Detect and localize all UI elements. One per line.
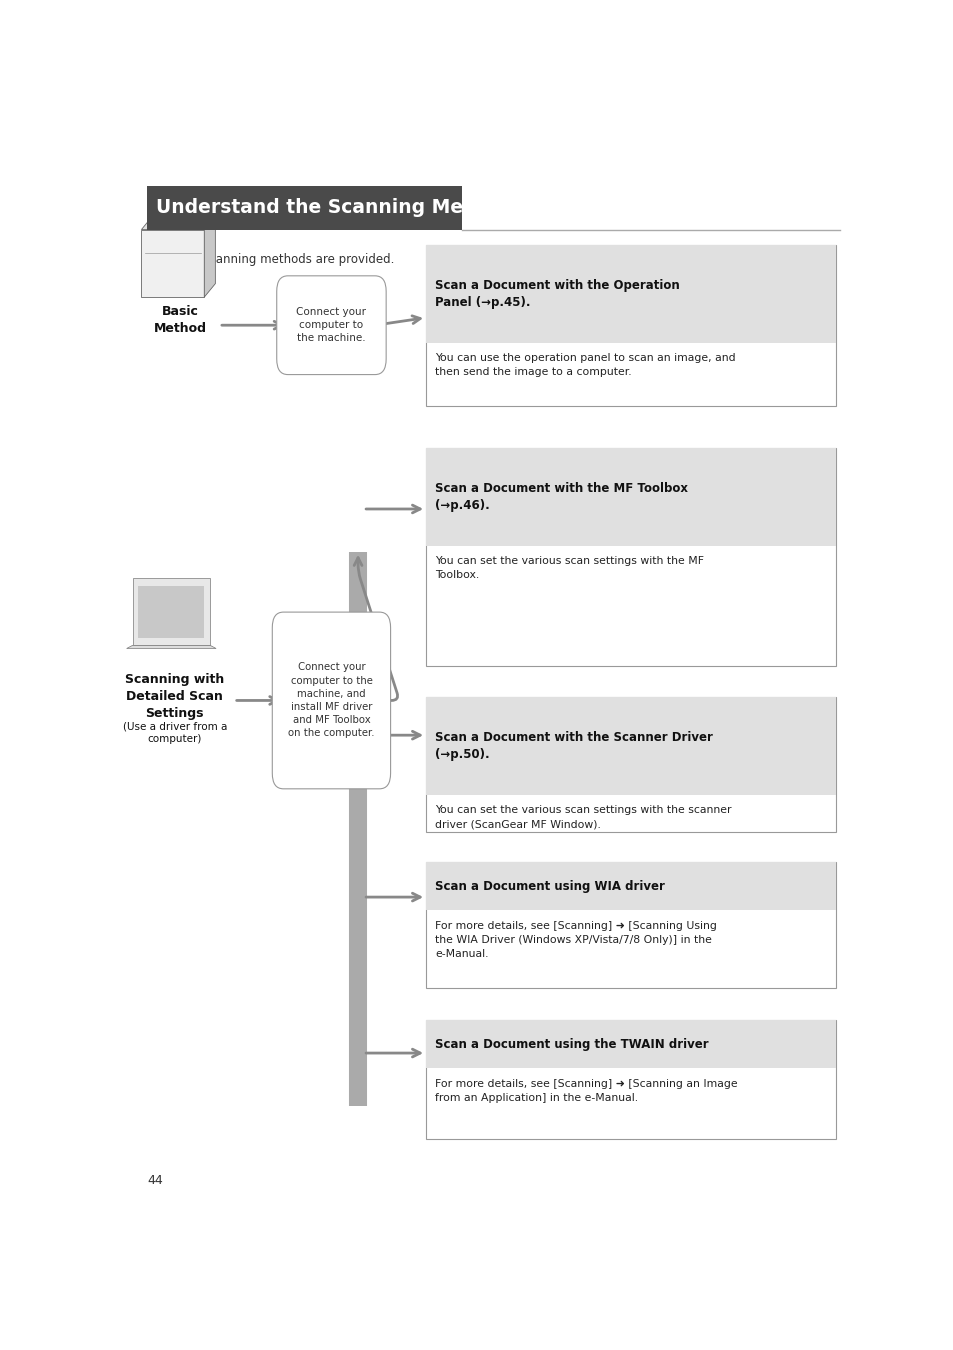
FancyBboxPatch shape <box>426 1019 836 1068</box>
Text: Various scanning methods are provided.: Various scanning methods are provided. <box>156 254 395 266</box>
Text: 44: 44 <box>147 1174 163 1187</box>
FancyBboxPatch shape <box>426 861 836 910</box>
Polygon shape <box>141 216 215 230</box>
Text: You can set the various scan settings with the MF
Toolbox.: You can set the various scan settings wi… <box>435 556 703 580</box>
FancyBboxPatch shape <box>138 586 204 639</box>
Text: Scan a Document using the TWAIN driver: Scan a Document using the TWAIN driver <box>435 1038 708 1050</box>
Text: Understand the Scanning Method: Understand the Scanning Method <box>156 198 512 217</box>
Polygon shape <box>132 578 210 645</box>
Text: Scan a Document with the MF Toolbox
(→p.46).: Scan a Document with the MF Toolbox (→p.… <box>435 482 687 512</box>
Polygon shape <box>204 216 215 297</box>
FancyBboxPatch shape <box>272 612 390 788</box>
Text: You can set the various scan settings with the scanner
driver (ScanGear MF Windo: You can set the various scan settings wi… <box>435 806 731 829</box>
Text: For more details, see [Scanning] ➜ [Scanning Using
the WIA Driver (Windows XP/Vi: For more details, see [Scanning] ➜ [Scan… <box>435 921 716 958</box>
Text: (Use a driver from a
computer): (Use a driver from a computer) <box>122 721 227 744</box>
FancyBboxPatch shape <box>426 861 836 988</box>
FancyBboxPatch shape <box>426 1019 836 1139</box>
FancyBboxPatch shape <box>426 698 836 795</box>
FancyBboxPatch shape <box>426 698 836 833</box>
Text: You can use the operation panel to scan an image, and
then send the image to a c: You can use the operation panel to scan … <box>435 354 735 377</box>
Polygon shape <box>127 645 216 648</box>
FancyBboxPatch shape <box>426 246 836 343</box>
Text: Scanning with
Detailed Scan
Settings: Scanning with Detailed Scan Settings <box>125 674 224 721</box>
FancyBboxPatch shape <box>426 448 836 666</box>
FancyBboxPatch shape <box>147 186 461 230</box>
Text: Scan a Document with the Operation
Panel (→p.45).: Scan a Document with the Operation Panel… <box>435 279 679 309</box>
FancyBboxPatch shape <box>426 246 836 406</box>
FancyBboxPatch shape <box>276 275 386 374</box>
Text: Connect your
computer to the
machine, and
install MF driver
and MF Toolbox
on th: Connect your computer to the machine, an… <box>288 663 375 738</box>
Text: Connect your
computer to
the machine.: Connect your computer to the machine. <box>296 306 366 343</box>
Text: For more details, see [Scanning] ➜ [Scanning an Image
from an Application] in th: For more details, see [Scanning] ➜ [Scan… <box>435 1079 737 1103</box>
Text: Scan a Document with the Scanner Driver
(→p.50).: Scan a Document with the Scanner Driver … <box>435 732 712 761</box>
Polygon shape <box>141 230 204 297</box>
FancyBboxPatch shape <box>426 448 836 545</box>
Text: Scan a Document using WIA driver: Scan a Document using WIA driver <box>435 879 664 892</box>
Text: Basic
Method: Basic Method <box>153 305 206 335</box>
